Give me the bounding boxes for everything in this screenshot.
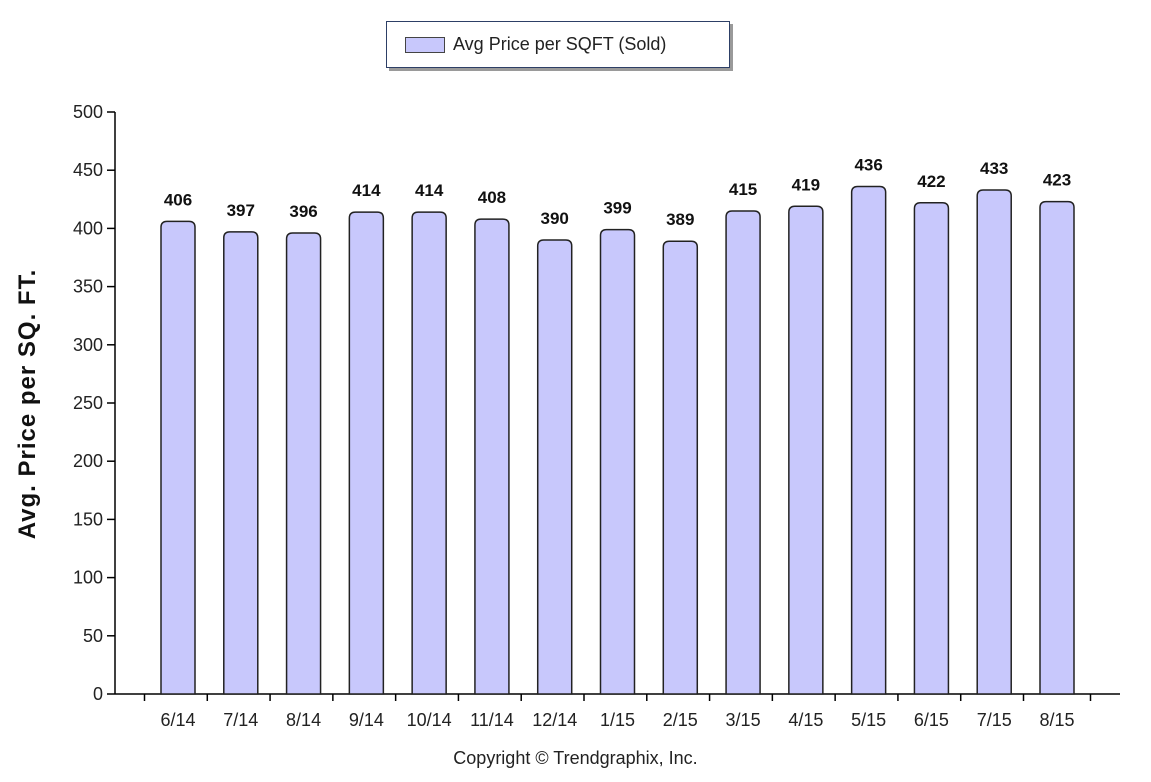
bar-value-label: 436 <box>854 155 882 174</box>
y-tick-label: 450 <box>73 160 103 180</box>
bar <box>160 220 196 695</box>
bar <box>976 189 1012 695</box>
bar <box>850 185 887 695</box>
x-tick-label: 6/15 <box>914 710 949 730</box>
bar <box>285 232 322 695</box>
x-tick-label: 4/15 <box>788 710 823 730</box>
chart-legend: Avg Price per SQFT (Sold) <box>386 21 730 68</box>
y-tick-label: 250 <box>73 393 103 413</box>
y-tick-label: 200 <box>73 451 103 471</box>
y-tick-label: 400 <box>73 218 103 238</box>
bar <box>223 231 259 695</box>
bar-value-label: 408 <box>478 188 506 207</box>
bar <box>536 239 573 695</box>
x-tick-label: 12/14 <box>532 710 577 730</box>
bar <box>474 218 510 695</box>
bar <box>411 211 447 695</box>
x-tick-label: 3/15 <box>726 710 761 730</box>
legend-swatch <box>405 36 445 53</box>
x-tick-label: 7/14 <box>223 710 258 730</box>
x-tick-label: 6/14 <box>160 710 195 730</box>
bar-value-label: 414 <box>352 181 381 200</box>
bar-value-label: 396 <box>289 202 317 221</box>
bar <box>662 240 699 695</box>
bar-value-label: 433 <box>980 159 1008 178</box>
bar <box>725 210 761 695</box>
legend-label: Avg Price per SQFT (Sold) <box>453 34 667 54</box>
bar <box>913 202 950 695</box>
x-tick-label: 8/14 <box>286 710 321 730</box>
y-tick-label: 500 <box>73 102 103 122</box>
x-tick-label: 11/14 <box>470 710 514 730</box>
copyright-text: Copyright © Trendgraphix, Inc. <box>453 748 698 768</box>
x-tick-label: 2/15 <box>663 710 698 730</box>
y-tick-label: 150 <box>73 509 103 529</box>
bar-value-label: 397 <box>227 201 255 220</box>
x-tick-label: 8/15 <box>1039 710 1074 730</box>
bar-value-label: 406 <box>164 190 192 209</box>
y-tick-label: 100 <box>73 568 103 588</box>
bar <box>788 205 824 695</box>
bar-value-label: 423 <box>1043 171 1071 190</box>
bar-value-label: 415 <box>729 180 757 199</box>
bar-value-label: 422 <box>917 172 945 191</box>
x-tick-label: 1/15 <box>600 710 635 730</box>
bar-value-label: 414 <box>415 181 444 200</box>
bar-value-label: 390 <box>541 209 569 228</box>
bar-value-label: 389 <box>666 210 694 229</box>
y-tick-label: 50 <box>83 626 103 646</box>
x-tick-label: 7/15 <box>977 710 1012 730</box>
x-tick-label: 10/14 <box>407 710 452 730</box>
y-tick-label: 350 <box>73 277 103 297</box>
bar-value-label: 419 <box>792 175 820 194</box>
bar <box>348 211 385 695</box>
y-tick-label: 0 <box>93 684 103 704</box>
bar <box>599 228 636 695</box>
x-tick-label: 5/15 <box>851 710 886 730</box>
bar-value-label: 399 <box>603 199 631 218</box>
x-tick-label: 9/14 <box>349 710 384 730</box>
bar <box>1039 200 1075 695</box>
y-tick-label: 300 <box>73 335 103 355</box>
